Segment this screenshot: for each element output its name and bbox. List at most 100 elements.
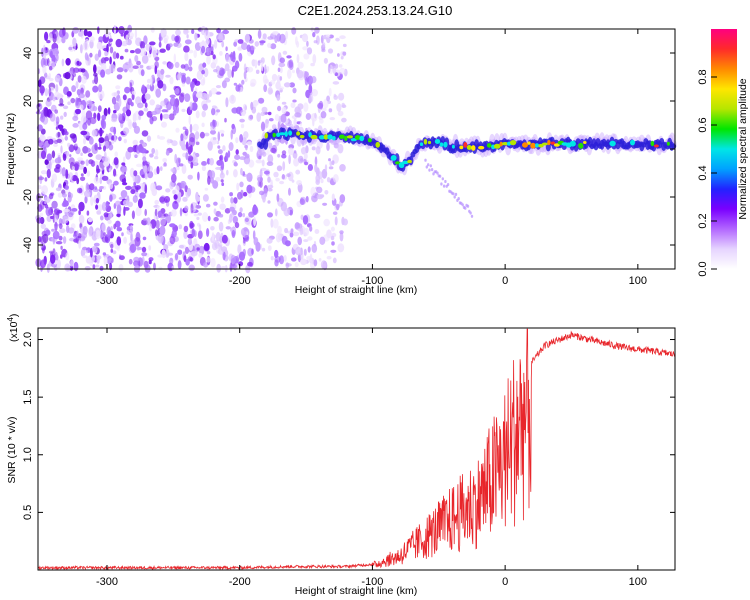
noise-blob xyxy=(199,131,205,139)
noise-blob xyxy=(68,172,74,181)
noise-blob xyxy=(51,200,58,209)
noise-blob xyxy=(210,257,216,268)
noise-blob xyxy=(188,264,195,272)
signal-core xyxy=(398,162,405,169)
noise-blob xyxy=(132,195,138,203)
noise-blob xyxy=(111,96,117,105)
noise-blob xyxy=(131,91,136,95)
noise-blob xyxy=(55,84,59,93)
noise-blob xyxy=(110,226,113,231)
noise-blob xyxy=(299,198,305,206)
noise-blob xyxy=(205,28,208,36)
noise-blob xyxy=(94,142,98,151)
noise-blob xyxy=(85,90,91,98)
noise-blob xyxy=(144,184,148,194)
noise-blob xyxy=(316,186,323,194)
noise-blob xyxy=(101,114,107,121)
noise-blob xyxy=(128,62,134,73)
noise-blob xyxy=(281,235,288,245)
noise-blob xyxy=(297,103,304,110)
noise-blob xyxy=(68,144,75,153)
noise-blob xyxy=(103,107,108,117)
noise-blob xyxy=(307,236,313,241)
noise-blob xyxy=(115,38,123,48)
noise-blob xyxy=(68,157,75,165)
noise-blob xyxy=(283,82,291,88)
noise-blob xyxy=(267,111,272,116)
signal-tail xyxy=(446,183,450,187)
noise-blob xyxy=(201,122,205,128)
noise-blob xyxy=(171,209,177,217)
noise-blob xyxy=(229,206,235,212)
noise-blob xyxy=(185,152,189,161)
noise-blob xyxy=(210,50,214,56)
noise-blob xyxy=(205,257,211,263)
noise-blob xyxy=(76,60,80,66)
noise-blob xyxy=(288,147,294,156)
noise-blob xyxy=(111,140,115,144)
noise-blob xyxy=(324,164,328,172)
noise-blob xyxy=(337,243,345,253)
noise-blob xyxy=(204,132,210,137)
noise-blob xyxy=(194,152,200,158)
noise-blob xyxy=(43,107,49,118)
noise-blob xyxy=(155,149,159,157)
noise-blob xyxy=(292,231,300,237)
noise-blob xyxy=(241,111,246,117)
noise-blob xyxy=(142,156,147,162)
snr-y-axis: 0.5 1.0 1.5 2.0 xyxy=(22,332,675,520)
noise-blob xyxy=(68,212,74,218)
x-tick-label: -200 xyxy=(229,576,251,588)
signal-core xyxy=(522,142,528,148)
noise-blob xyxy=(319,236,326,245)
noise-blob xyxy=(338,64,343,68)
noise-blob xyxy=(209,170,216,180)
noise-blob xyxy=(109,126,116,133)
noise-blob xyxy=(113,157,119,166)
noise-blob xyxy=(143,217,148,222)
noise-blob xyxy=(289,209,293,216)
noise-blob xyxy=(130,232,133,242)
noise-blob xyxy=(86,54,90,62)
noise-blob xyxy=(291,257,297,262)
noise-blob xyxy=(212,54,216,60)
noise-blob xyxy=(313,213,321,219)
noise-blob xyxy=(197,212,202,216)
signal-core xyxy=(478,145,485,150)
noise-blob xyxy=(46,263,50,273)
noise-blob xyxy=(197,230,203,240)
noise-blob xyxy=(218,33,224,42)
noise-blob xyxy=(286,55,292,59)
noise-blob xyxy=(267,176,271,183)
noise-blob xyxy=(237,244,242,255)
noise-blob xyxy=(181,108,186,113)
noise-blob xyxy=(337,53,340,57)
noise-blob xyxy=(134,29,138,40)
noise-blob xyxy=(189,222,195,229)
signal-core xyxy=(569,140,576,147)
noise-blob xyxy=(138,183,145,193)
noise-blob xyxy=(72,27,80,34)
noise-blob xyxy=(129,243,137,253)
noise-blob xyxy=(267,188,273,192)
noise-blob xyxy=(184,128,189,136)
noise-blob xyxy=(98,36,104,43)
noise-blob xyxy=(53,213,59,224)
snr-x-axis: -300 -200 -100 0 100 xyxy=(96,328,647,588)
noise-blob xyxy=(58,235,63,241)
noise-blob xyxy=(180,64,186,69)
noise-blob xyxy=(235,137,239,144)
noise-blob xyxy=(141,130,149,137)
signal-core xyxy=(451,144,455,149)
noise-blob xyxy=(161,249,166,259)
signal-core xyxy=(407,159,412,164)
noise-blob xyxy=(71,166,75,171)
y-tick-label: 2.0 xyxy=(22,332,34,347)
noise-blob xyxy=(225,226,231,230)
noise-blob xyxy=(254,59,258,69)
noise-blob xyxy=(128,121,133,130)
noise-blob xyxy=(216,263,221,273)
noise-blob xyxy=(305,196,309,203)
signal-core xyxy=(471,145,476,151)
noise-blob xyxy=(89,117,97,125)
